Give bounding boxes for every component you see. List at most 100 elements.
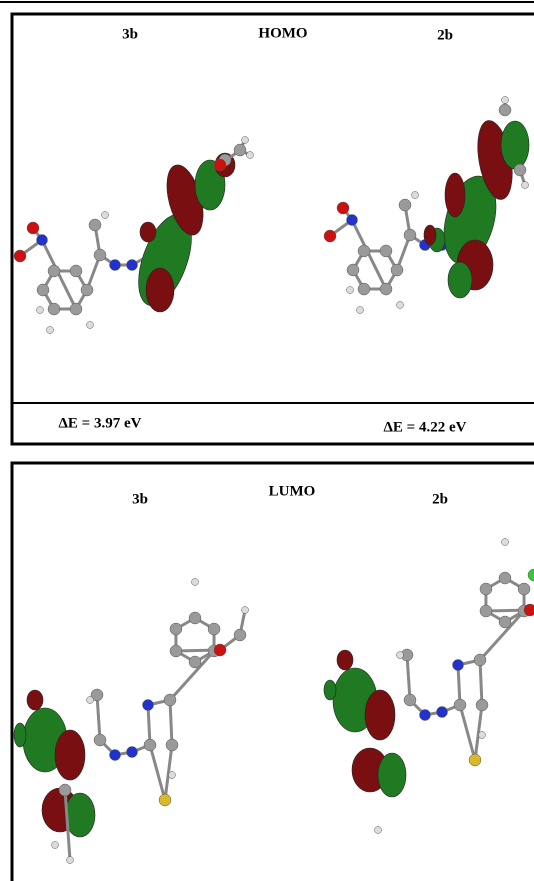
atom [52, 842, 59, 849]
atom [234, 144, 246, 156]
atom [479, 732, 486, 739]
atom [87, 697, 94, 704]
atom [347, 264, 359, 276]
bond [407, 655, 410, 700]
atom [143, 700, 154, 711]
atom [94, 249, 106, 261]
atom [242, 607, 249, 614]
atom [170, 623, 182, 635]
atom [358, 245, 370, 257]
atom [89, 219, 101, 231]
atom [502, 97, 509, 104]
atom [247, 152, 254, 159]
bond [150, 745, 165, 800]
orbital-lobe [448, 262, 472, 298]
right-label: 2b [437, 27, 453, 43]
atom [469, 754, 481, 766]
panel-title: HOMO [258, 25, 307, 41]
atom [214, 644, 226, 656]
atom [420, 710, 431, 721]
atom [391, 264, 403, 276]
atom [67, 857, 74, 864]
right-label: 2b [432, 491, 448, 507]
atom [397, 652, 404, 659]
left-label: 3b [132, 491, 148, 507]
orbital-lobe [378, 753, 406, 797]
atom [397, 302, 404, 309]
atom [480, 605, 492, 617]
energy-gap: ΔE = 3.97 eV [59, 415, 142, 431]
orbital-lobe [27, 690, 43, 710]
atom [214, 159, 226, 171]
atom [347, 215, 358, 226]
atom [192, 579, 199, 586]
atom [514, 164, 526, 176]
atom [380, 245, 392, 257]
atom [208, 623, 220, 635]
atom [170, 645, 182, 657]
orbital-lobe [501, 121, 529, 169]
atom [110, 750, 121, 761]
atom [37, 235, 48, 246]
atom [380, 283, 392, 295]
orbital-lobe [146, 268, 174, 312]
atom [412, 192, 419, 199]
page: 3b HOMO 2b ΔE = 3.97 eV ΔE = 4.22 eV 3b … [0, 0, 534, 881]
atom [454, 699, 466, 711]
atom [159, 794, 171, 806]
atom [27, 222, 39, 234]
atom [189, 656, 201, 668]
atom [48, 265, 60, 277]
atom [347, 287, 354, 294]
atom [94, 734, 106, 746]
atom [102, 212, 109, 219]
atom [324, 230, 336, 242]
orbital-lobe [365, 690, 395, 740]
atom [37, 284, 49, 296]
atom [70, 303, 82, 315]
atom [375, 827, 382, 834]
atom [499, 104, 511, 116]
atom [476, 699, 488, 711]
atom [87, 322, 94, 329]
atom [499, 572, 511, 584]
orbital-lobe [324, 680, 336, 700]
atom [404, 229, 416, 241]
molecules [14, 97, 534, 864]
atom [404, 694, 416, 706]
atom [47, 327, 54, 334]
atom [524, 604, 534, 616]
atom [518, 583, 530, 595]
atom [164, 694, 176, 706]
bond [170, 700, 172, 745]
left-label: 3b [122, 26, 138, 42]
atom [81, 284, 93, 296]
atom [453, 660, 464, 671]
atom [499, 616, 511, 628]
atom [144, 739, 156, 751]
atom [358, 283, 370, 295]
bond [480, 660, 482, 705]
orbital-lobe [65, 793, 95, 837]
atom [127, 747, 138, 758]
atom [110, 260, 121, 271]
atom [169, 772, 176, 779]
atom [474, 654, 486, 666]
atom [437, 707, 448, 718]
orbital-lobe [14, 723, 26, 747]
energy-gap: ΔE = 4.22 eV [384, 419, 467, 435]
atom [357, 307, 364, 314]
atom [166, 739, 178, 751]
atom [70, 265, 82, 277]
orbital-lobe [337, 650, 353, 670]
atom [234, 629, 246, 641]
panel-title: LUMO [269, 483, 316, 499]
figure: 3b HOMO 2b ΔE = 3.97 eV ΔE = 4.22 eV 3b … [0, 0, 534, 881]
atom [127, 260, 138, 271]
atom [522, 182, 529, 189]
bond [97, 695, 100, 740]
atom [59, 784, 71, 796]
atom [337, 202, 349, 214]
atom [14, 250, 26, 262]
atom [242, 137, 249, 144]
